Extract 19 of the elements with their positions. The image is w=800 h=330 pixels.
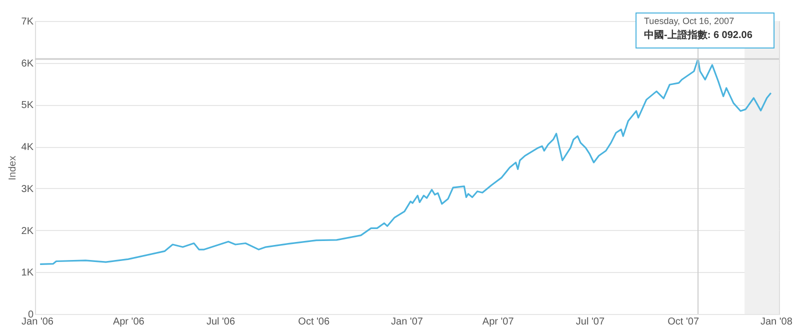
x-tick-label: Jan '07 [391, 316, 424, 328]
x-tick-label: Jul '06 [206, 316, 236, 328]
x-tick-label: Jan '08 [760, 316, 793, 328]
y-axis-title: Index [7, 156, 18, 180]
annotation: Tuesday, Oct 16, 2007 [644, 16, 734, 26]
y-tick-label: 5K [21, 100, 34, 112]
y-tick-label: 3K [21, 184, 34, 195]
x-tick-label: Oct '07 [668, 316, 700, 328]
y-tick-label: 2K [21, 226, 34, 237]
x-tick-label: Jul '07 [576, 316, 605, 328]
x-tick-label: Oct '06 [298, 316, 330, 328]
line-series [39, 58, 772, 265]
y-tick-label: 4K [21, 142, 34, 154]
x-tick-label: Apr '07 [482, 316, 514, 328]
x-tick-label: Apr '06 [112, 316, 145, 328]
annotation: 中國-上證指數: 6 092.06 [644, 29, 753, 41]
y-tick-label: 1K [21, 268, 34, 279]
y-tick-label: 7K [21, 16, 34, 28]
y-tick-label: 6K [21, 58, 34, 70]
